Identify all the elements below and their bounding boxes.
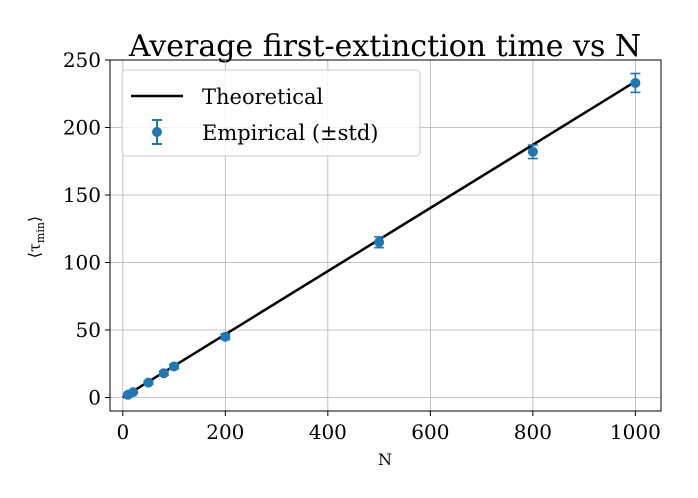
y-tick-label: 0 — [88, 386, 101, 410]
empirical-point — [158, 368, 169, 379]
legend-frame — [121, 69, 421, 157]
y-axis-label-main: ⟨τ — [25, 243, 44, 258]
x-tick-label: 400 — [309, 420, 347, 444]
series-layer — [122, 72, 641, 400]
y-axis-label-close: ⟩ — [25, 216, 44, 222]
empirical-point — [630, 72, 641, 94]
x-tick-label: 600 — [411, 420, 449, 444]
axes-frame — [109, 59, 662, 412]
x-axis-label: N — [378, 450, 392, 469]
empirical-point — [220, 331, 231, 342]
data-marker — [143, 377, 154, 388]
y-tick-label: 100 — [63, 251, 101, 275]
empirical-point — [128, 387, 139, 398]
x-tick-label: 0 — [116, 420, 129, 444]
x-tick-label: 800 — [514, 420, 552, 444]
legend-label-theoretical: Theoretical — [202, 85, 324, 109]
legend: Theoretical Empirical (±std) — [121, 69, 421, 157]
legend-label-empirical: Empirical (±std) — [202, 121, 378, 145]
y-axis-label: ⟨τmin⟩ — [25, 216, 47, 258]
chart-title: Average first-extinction time vs N — [128, 29, 641, 64]
y-tick-label: 50 — [76, 318, 101, 342]
empirical-point — [527, 144, 538, 160]
data-marker — [374, 237, 385, 248]
empirical-point — [374, 236, 385, 249]
data-marker — [220, 331, 231, 342]
data-marker — [527, 146, 538, 157]
y-tick-label: 150 — [63, 183, 101, 207]
data-marker — [158, 368, 169, 379]
x-tick-label: 1000 — [610, 420, 661, 444]
data-marker — [128, 387, 139, 398]
data-marker — [169, 361, 180, 372]
x-tick-label: 200 — [206, 420, 244, 444]
legend-errorbar-swatch — [152, 119, 162, 145]
empirical-point — [169, 361, 180, 372]
data-marker — [630, 77, 641, 88]
y-tick-label: 250 — [63, 48, 101, 72]
y-tick-label: 200 — [63, 116, 101, 140]
y-axis-label-subscript: min — [34, 222, 47, 243]
empirical-point — [143, 377, 154, 388]
y-axis-label-text: ⟨τmin⟩ — [25, 216, 47, 258]
ticks-layer: 0 200 400 600 800 1000 0 50 100 150 200 250 — [63, 48, 661, 444]
